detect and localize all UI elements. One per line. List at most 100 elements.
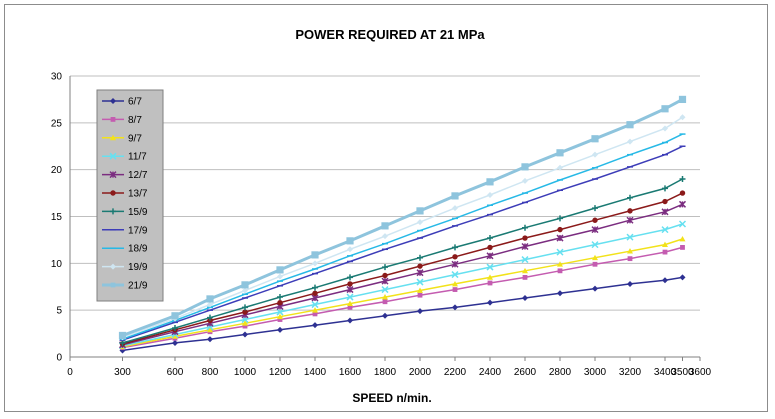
data-point — [109, 171, 117, 179]
legend-label: 15/9 — [128, 207, 148, 218]
data-point — [381, 222, 389, 230]
legend-label: 18/9 — [128, 244, 148, 255]
data-point — [242, 323, 248, 329]
data-point — [522, 294, 528, 301]
data-point — [242, 320, 248, 326]
data-point — [416, 207, 424, 215]
data-point — [382, 272, 388, 279]
data-point — [557, 226, 563, 233]
data-point — [487, 244, 493, 251]
data-point — [110, 263, 116, 270]
data-point — [241, 281, 249, 289]
data-point — [591, 135, 599, 143]
data-point — [627, 280, 633, 287]
data-point — [591, 241, 599, 249]
data-point — [311, 251, 319, 259]
legend-label: 19/9 — [128, 262, 148, 273]
x-tick-label: 2000 — [409, 367, 432, 378]
data-point — [486, 252, 494, 260]
data-point — [522, 235, 528, 241]
legend: 6/7 8/7 9/7 11/7 12/7 13/7 15/9 17/9 18/9 19/9 21/… — [96, 89, 164, 302]
x-tick-label: 3200 — [619, 367, 642, 378]
data-point — [557, 215, 563, 222]
data-point — [627, 248, 633, 254]
data-point — [452, 254, 458, 260]
data-point — [417, 292, 423, 298]
data-point — [662, 249, 668, 255]
legend-item: 6/7 — [102, 97, 142, 108]
legend-label: 21/9 — [128, 281, 148, 292]
data-point — [627, 256, 633, 262]
legend-label: 9/7 — [128, 133, 142, 144]
legend-item: 8/7 — [102, 115, 142, 126]
data-point — [592, 217, 598, 223]
chart-title: POWER REQUIRED AT 21 MPa — [295, 27, 485, 42]
data-point — [556, 248, 564, 256]
data-point — [417, 287, 423, 293]
data-point — [382, 233, 388, 240]
data-point — [417, 254, 423, 261]
data-point — [556, 149, 564, 157]
data-point — [626, 233, 634, 241]
data-point — [277, 273, 283, 280]
data-point — [521, 163, 529, 171]
data-point — [277, 313, 283, 320]
data-point — [661, 105, 669, 113]
data-point — [312, 284, 318, 291]
y-tick-labels: 0 5 10 15 20 25 30 — [51, 72, 63, 364]
data-point — [521, 242, 529, 251]
data-point — [277, 299, 283, 306]
y-tick-label: 15 — [51, 212, 63, 223]
data-point — [591, 226, 599, 234]
series-12-7 — [118, 200, 687, 349]
data-point — [680, 245, 685, 250]
data-point — [556, 234, 564, 242]
data-point — [207, 326, 213, 333]
data-point — [346, 286, 354, 294]
data-point — [277, 317, 283, 322]
data-point — [346, 237, 354, 245]
data-point — [662, 185, 668, 192]
data-point — [347, 246, 353, 253]
data-point — [452, 244, 458, 251]
x-tick-label: 0 — [67, 367, 73, 378]
y-tick-label: 5 — [56, 306, 62, 317]
x-tick-label: 2800 — [549, 367, 572, 378]
legend-label: 6/7 — [128, 97, 142, 108]
data-point — [662, 241, 668, 247]
data-point — [382, 264, 388, 271]
data-point — [487, 299, 493, 306]
data-point — [522, 224, 528, 231]
data-point — [276, 308, 284, 316]
data-point — [678, 200, 687, 208]
data-point — [277, 294, 283, 301]
data-point — [207, 336, 213, 343]
data-point — [347, 317, 353, 324]
data-point — [451, 271, 459, 279]
data-point — [627, 194, 633, 201]
x-axis-title: SPEED n/min. — [352, 391, 431, 405]
data-point — [346, 293, 354, 301]
series-13-7 — [119, 190, 686, 347]
data-point — [451, 192, 459, 200]
data-point — [381, 286, 389, 294]
data-point — [557, 268, 563, 274]
x-tick-label: 2600 — [514, 367, 537, 378]
data-point — [417, 308, 423, 315]
x-tick-label: 300 — [114, 367, 131, 378]
data-point — [242, 309, 248, 315]
data-point — [312, 260, 318, 267]
data-point — [416, 269, 424, 277]
legend-item: 11/7 — [102, 152, 147, 163]
data-point — [678, 95, 687, 104]
legend-item: 18/9 — [102, 244, 148, 255]
data-point — [557, 261, 563, 267]
data-point — [242, 304, 248, 311]
data-point — [679, 176, 686, 183]
series-21-9 — [118, 95, 687, 340]
data-point — [110, 98, 116, 104]
series-lines — [118, 95, 687, 354]
series-8-7 — [120, 245, 685, 351]
y-tick-label: 30 — [51, 72, 63, 83]
data-point — [487, 274, 493, 280]
